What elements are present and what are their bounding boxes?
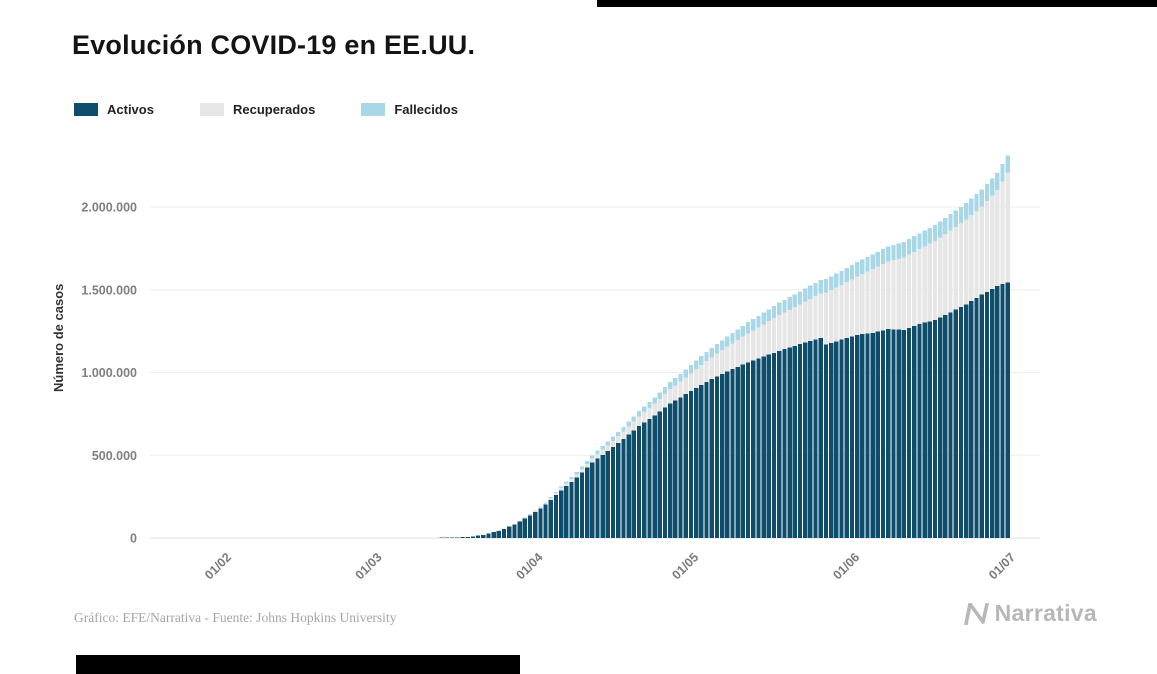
legend-label: Activos [107,102,154,117]
svg-text:01/03: 01/03 [353,550,385,582]
top-black-bar [597,0,1157,7]
svg-text:01/07: 01/07 [986,550,1018,582]
svg-text:1.000.000: 1.000.000 [81,366,137,380]
legend-label: Fallecidos [394,102,458,117]
legend-swatch [74,103,98,116]
bottom-black-bar [76,655,520,674]
svg-text:2.000.000: 2.000.000 [81,201,137,215]
chart-title: Evolución COVID-19 en EE.UU. [72,30,476,60]
svg-text:01/02: 01/02 [202,550,234,582]
svg-text:500.000: 500.000 [92,449,137,463]
source-credit: Gráfico: EFE/Narrativa - Fuente: Johns H… [74,610,397,625]
narrativa-wordmark: Narrativa [994,600,1097,626]
stacked-bar-chart: 0 500.000 1.000.000 1.500.000 2.000.000 01/02… [81,155,1040,582]
legend-label: Recuperados [232,102,316,117]
svg-text:01/04: 01/04 [514,550,546,582]
narrativa-logo: Narrativa [963,600,1097,627]
svg-text:01/06: 01/06 [830,550,862,582]
legend-item-fallecidos: Fallecidos [361,102,458,117]
svg-text:1.500.000: 1.500.000 [81,283,137,297]
narrativa-logo-icon [963,602,989,625]
svg-text:01/05: 01/05 [669,550,701,582]
legend-item-activos: Activos [74,102,154,117]
legend-swatch [199,103,224,116]
legend-swatch [361,103,386,116]
chart-legend: Activos Recuperados Fallecidos [74,102,458,117]
svg-text:0: 0 [130,532,137,546]
legend-item-recuperados: Recuperados [199,102,316,117]
